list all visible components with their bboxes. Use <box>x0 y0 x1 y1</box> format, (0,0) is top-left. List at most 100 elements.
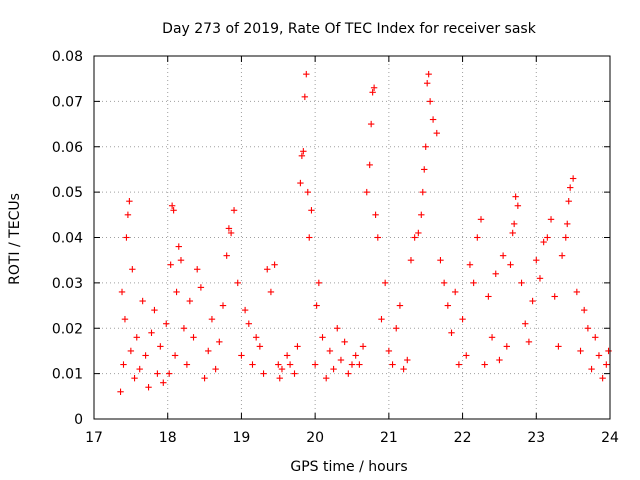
data-point <box>208 315 216 323</box>
data-point <box>126 198 133 205</box>
data-point <box>326 347 334 355</box>
data-point <box>584 325 592 332</box>
data-point <box>183 361 191 368</box>
data-point <box>510 220 518 228</box>
data-point <box>303 70 310 78</box>
data-point <box>173 288 180 296</box>
data-point <box>372 211 379 219</box>
data-point <box>569 175 577 182</box>
data-point <box>592 334 599 341</box>
data-point <box>256 343 264 350</box>
data-point <box>470 279 477 287</box>
x-tick-label: 21 <box>380 430 398 446</box>
data-point <box>124 211 132 219</box>
data-point <box>276 374 283 382</box>
data-point <box>123 234 130 241</box>
data-point <box>330 365 337 373</box>
data-point <box>170 207 177 214</box>
data-points <box>117 70 612 395</box>
data-point <box>308 207 315 214</box>
data-point <box>171 352 179 359</box>
data-point <box>562 234 569 241</box>
data-point <box>154 370 161 377</box>
y-tick-label: 0.04 <box>52 231 83 247</box>
x-tick-label: 19 <box>233 430 251 446</box>
data-point <box>311 361 319 368</box>
data-point <box>148 329 155 336</box>
data-point <box>509 229 516 237</box>
data-point <box>418 211 425 219</box>
data-point <box>133 334 140 341</box>
data-point <box>323 374 330 382</box>
axis-ticks: 17 18 19 20 21 22 23 24 0 0.01 0.02 0.03 0.04 0.05 0.0… <box>52 49 619 446</box>
data-point <box>507 261 514 268</box>
data-point <box>466 261 474 268</box>
x-axis-title: GPS time / hours <box>290 459 407 475</box>
data-point <box>234 279 241 287</box>
data-point <box>369 89 376 96</box>
data-point <box>345 370 352 377</box>
data-point <box>352 352 359 359</box>
y-tick-label: 0.01 <box>52 367 83 383</box>
data-point <box>118 288 126 296</box>
data-point <box>499 252 507 259</box>
y-tick-label: 0.05 <box>52 185 83 201</box>
data-point <box>415 229 422 237</box>
data-point <box>260 370 267 377</box>
data-point <box>555 343 562 350</box>
data-point <box>194 266 201 273</box>
data-point <box>120 361 127 368</box>
data-point <box>359 343 367 350</box>
data-point <box>348 361 356 368</box>
data-point <box>294 343 301 350</box>
data-point <box>136 365 143 373</box>
data-point <box>180 325 188 332</box>
data-point <box>426 98 434 105</box>
x-tick-label: 20 <box>306 430 324 446</box>
y-axis-title: ROTI / TECUs <box>7 193 23 285</box>
data-point <box>393 325 400 332</box>
data-point <box>603 361 610 368</box>
data-point <box>374 234 381 241</box>
y-tick-label: 0.02 <box>52 321 83 337</box>
data-point <box>283 352 291 359</box>
data-point <box>385 347 393 355</box>
data-point <box>444 302 452 309</box>
y-tick-label: 0.08 <box>52 49 83 65</box>
data-point <box>219 302 227 309</box>
data-point <box>121 315 129 323</box>
data-point <box>271 261 278 268</box>
grid <box>94 56 610 419</box>
data-point <box>421 166 428 173</box>
data-point <box>337 356 345 364</box>
data-point <box>474 234 481 241</box>
data-point <box>525 338 533 346</box>
data-point <box>419 188 426 196</box>
data-point <box>433 129 440 137</box>
data-point <box>241 306 249 314</box>
data-point <box>425 70 432 78</box>
data-point <box>411 234 418 241</box>
data-point <box>437 256 444 264</box>
data-point <box>216 338 223 346</box>
x-tick-label: 22 <box>454 430 472 446</box>
data-point <box>581 306 588 314</box>
data-point <box>297 179 304 187</box>
y-tick-label: 0 <box>74 412 83 428</box>
data-point <box>275 361 282 368</box>
data-point <box>577 347 584 355</box>
data-point <box>422 143 429 150</box>
data-point <box>131 374 138 382</box>
data-point <box>492 270 499 277</box>
data-point <box>163 320 170 327</box>
data-point <box>212 365 219 373</box>
data-point <box>455 361 463 368</box>
data-point <box>529 297 536 305</box>
data-point <box>544 234 551 241</box>
data-point <box>160 379 167 386</box>
data-point <box>463 352 470 359</box>
data-point <box>518 279 525 287</box>
data-point <box>252 334 260 341</box>
data-point <box>267 288 275 296</box>
